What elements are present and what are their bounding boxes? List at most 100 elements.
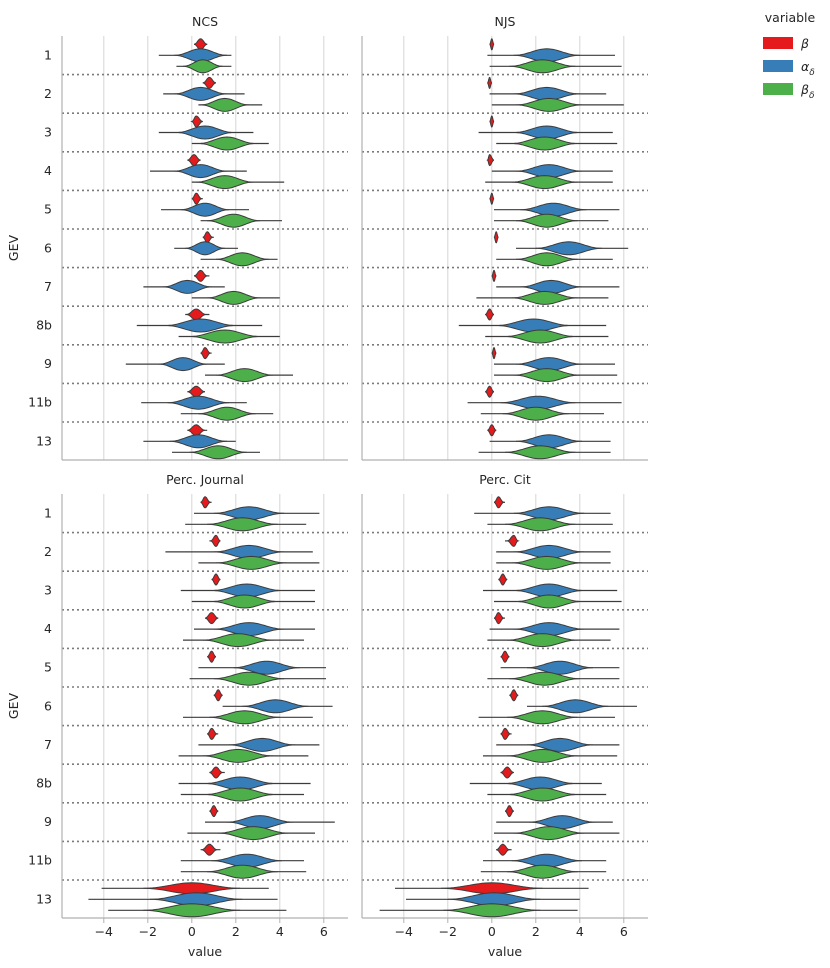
violin-beta_delta [511,290,578,305]
violin-alpha [174,48,227,63]
violin-alpha [527,660,593,675]
category-label: 7 [44,737,52,752]
violin-beta [205,612,219,625]
violin-beta [201,843,218,856]
category-label: 5 [44,202,52,217]
violin-beta_delta [198,406,256,421]
x-tick-label: −2 [139,924,157,939]
panel-0: NCS 1 2 3 4 5 6 7 8b 9 11b 13 GEV [6,14,348,461]
y-axis-label: GEV [6,234,21,261]
violin-alpha [516,357,582,372]
violin-alpha [520,202,587,217]
x-tick-label: −4 [395,924,413,939]
violin-beta [187,154,201,167]
violin-beta [486,154,495,167]
violin-beta [143,882,241,895]
violin-alpha [513,86,580,101]
violin-beta_delta [183,59,223,74]
category-label: 8b [36,776,52,791]
violin-beta [500,727,511,740]
violin-beta_delta [216,252,269,267]
violin-beta_delta [211,594,278,609]
category-label: 13 [36,891,52,906]
violin-beta [209,766,223,779]
violin-beta [202,231,213,244]
violin-beta_delta [516,97,582,112]
violin-alpha [180,202,230,217]
violin-beta [500,650,510,663]
x-tick-label: 4 [276,924,284,939]
category-label: 4 [44,621,52,636]
category-label: 9 [44,356,52,371]
category-label: 2 [44,544,52,559]
violin-beta_delta [511,136,578,151]
violin-beta_delta [511,555,582,570]
legend-swatch-beta_delta [763,83,793,95]
violin-alpha [513,506,585,521]
violin-beta [507,534,520,547]
legend-symbol: α [801,59,810,74]
violin-beta_delta [207,517,278,532]
violin-beta_delta [213,671,285,686]
x-tick-label: 2 [532,924,540,939]
category-label: 11b [28,853,52,868]
category-label: 7 [44,279,52,294]
violin-beta_delta [443,903,541,918]
violin-alpha [163,279,212,294]
category-label: 3 [44,125,52,140]
violin-beta [494,496,504,509]
violin-beta_delta [507,710,578,725]
violin-beta_delta [513,368,580,383]
x-axis-label: value [188,944,222,959]
violin-beta [496,843,510,856]
violin-beta_delta [218,826,289,841]
violin-beta_delta [209,710,280,725]
violin-alpha [211,583,282,598]
violin-beta_delta [189,329,260,344]
y-axis-label: GEV [6,692,21,719]
violin-alpha [535,241,602,256]
category-label: 1 [44,505,52,520]
violin-beta_delta [516,252,578,267]
panel-title: NCS [192,14,218,29]
panel-3: Perc. Cit −4 −2 0 2 4 6 value [361,472,648,959]
violin-beta_delta [143,903,241,918]
violin-alpha [496,318,571,333]
violin-beta [487,424,497,437]
violin-beta [489,192,495,205]
category-label: 8b [36,318,52,333]
violin-beta [194,38,208,51]
category-label: 3 [44,583,52,598]
violin-beta [491,346,497,360]
violin-beta_delta [511,175,578,190]
violin-alpha [174,86,227,101]
violin-alpha [227,815,293,830]
violin-beta_delta [196,175,254,190]
violin-beta_delta [216,368,274,383]
x-tick-label: 2 [232,924,240,939]
panel-2: Perc. Journal 1 2 3 4 5 6 7 8b 9 11b 13 −4 −2 0 2 4 6 valu… [6,472,348,959]
category-label: 6 [44,240,52,255]
violin-alpha [165,318,236,333]
violin-alpha [505,776,576,791]
legend-label-beta: β [800,36,809,51]
violin-beta_delta [505,329,576,344]
category-label: 1 [44,47,52,62]
violin-beta [190,115,203,128]
x-tick-label: −2 [439,924,457,939]
violin-beta [489,38,495,51]
violin-alpha [516,434,582,449]
violin-beta_delta [202,748,274,763]
violin-alpha [213,622,285,637]
panel-title: Perc. Journal [166,472,244,487]
violin-alpha [174,164,227,179]
violin-alpha [242,699,309,714]
violin-beta_delta [202,633,274,648]
violin-alpha [169,434,227,449]
legend-label-alpha: αδ [801,59,815,78]
legend-subscript: δ [809,68,815,78]
violin-alpha [529,815,596,830]
legend-swatch-alpha [763,60,793,72]
x-tick-label: 4 [576,924,584,939]
